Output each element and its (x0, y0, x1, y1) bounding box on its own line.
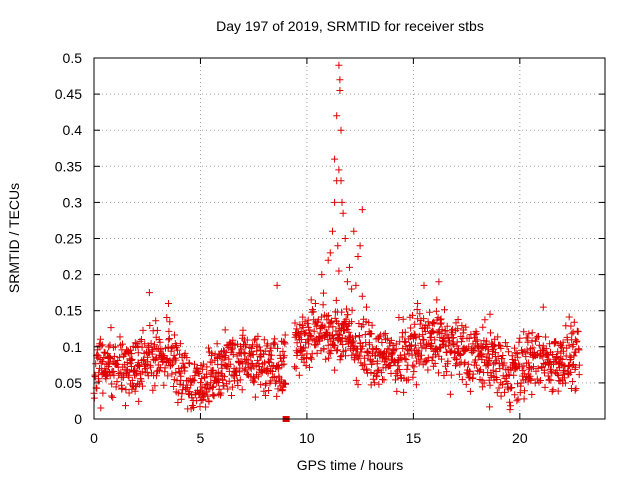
y-tick-label: 0.45 (55, 86, 82, 102)
x-tick-label: 20 (512, 430, 528, 446)
y-tick-label: 0.35 (55, 158, 82, 174)
tick-labels: 0 5 10 15 20 0 0.05 0.1 0.15 0.2 0.25 0.3 0.35 0.4 0.4… (55, 50, 528, 446)
y-tick-label: 0.1 (63, 339, 83, 355)
x-tick-label: 0 (90, 430, 98, 446)
scatter-markers (90, 61, 583, 414)
data-points (90, 61, 583, 422)
x-tick-label: 10 (299, 430, 315, 446)
y-tick-label: 0.25 (55, 231, 82, 247)
chart-title: Day 197 of 2019, SRMTID for receiver stb… (216, 18, 484, 34)
y-tick-label: 0.2 (63, 267, 83, 283)
y-axis-label: SRMTID / TECUs (6, 183, 22, 293)
x-axis-label: GPS time / hours (297, 457, 404, 473)
y-tick-label: 0.3 (63, 194, 83, 210)
x-tick-label: 15 (406, 430, 422, 446)
y-tick-label: 0.4 (63, 122, 83, 138)
y-tick-label: 0.5 (63, 50, 83, 66)
y-tick-label: 0 (74, 411, 82, 427)
y-tick-label: 0.05 (55, 375, 82, 391)
y-tick-label: 0.15 (55, 303, 82, 319)
x-tick-label: 5 (197, 430, 205, 446)
plot-frame (93, 57, 606, 420)
